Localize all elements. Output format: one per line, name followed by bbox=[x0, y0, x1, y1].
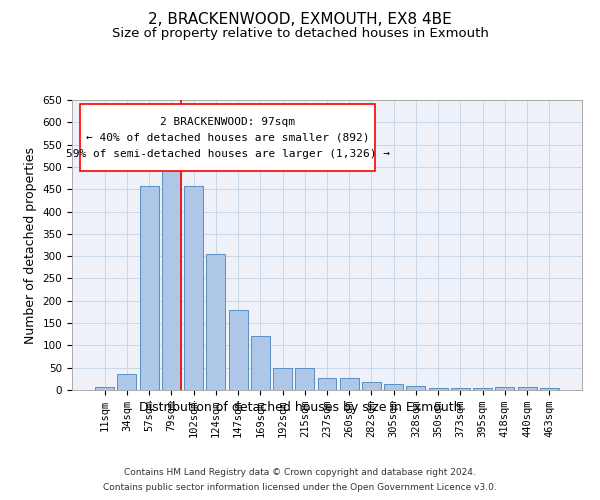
Bar bbox=[451, 388, 470, 390]
Bar bbox=[317, 378, 337, 390]
FancyBboxPatch shape bbox=[80, 104, 376, 171]
Bar bbox=[406, 386, 425, 390]
Text: ← 40% of detached houses are smaller (892): ← 40% of detached houses are smaller (89… bbox=[86, 132, 369, 142]
Bar bbox=[362, 382, 381, 390]
Bar bbox=[118, 374, 136, 390]
Bar bbox=[473, 388, 492, 390]
Bar bbox=[429, 388, 448, 390]
Bar bbox=[162, 160, 181, 390]
Bar bbox=[540, 388, 559, 390]
Text: Contains HM Land Registry data © Crown copyright and database right 2024.: Contains HM Land Registry data © Crown c… bbox=[124, 468, 476, 477]
Bar bbox=[295, 368, 314, 390]
Bar bbox=[251, 336, 270, 390]
Text: 2, BRACKENWOOD, EXMOUTH, EX8 4BE: 2, BRACKENWOOD, EXMOUTH, EX8 4BE bbox=[148, 12, 452, 28]
Bar bbox=[95, 387, 114, 390]
Bar bbox=[518, 387, 536, 390]
Bar bbox=[229, 310, 248, 390]
Text: Distribution of detached houses by size in Exmouth: Distribution of detached houses by size … bbox=[139, 401, 461, 414]
Bar bbox=[206, 254, 225, 390]
Y-axis label: Number of detached properties: Number of detached properties bbox=[24, 146, 37, 344]
Bar bbox=[340, 378, 359, 390]
Bar bbox=[184, 186, 203, 390]
Text: Contains public sector information licensed under the Open Government Licence v3: Contains public sector information licen… bbox=[103, 483, 497, 492]
Text: 2 BRACKENWOOD: 97sqm: 2 BRACKENWOOD: 97sqm bbox=[160, 117, 295, 127]
Text: 59% of semi-detached houses are larger (1,326) →: 59% of semi-detached houses are larger (… bbox=[65, 148, 389, 158]
Bar bbox=[496, 387, 514, 390]
Bar bbox=[273, 368, 292, 390]
Text: Size of property relative to detached houses in Exmouth: Size of property relative to detached ho… bbox=[112, 28, 488, 40]
Bar bbox=[140, 186, 158, 390]
Bar bbox=[384, 384, 403, 390]
